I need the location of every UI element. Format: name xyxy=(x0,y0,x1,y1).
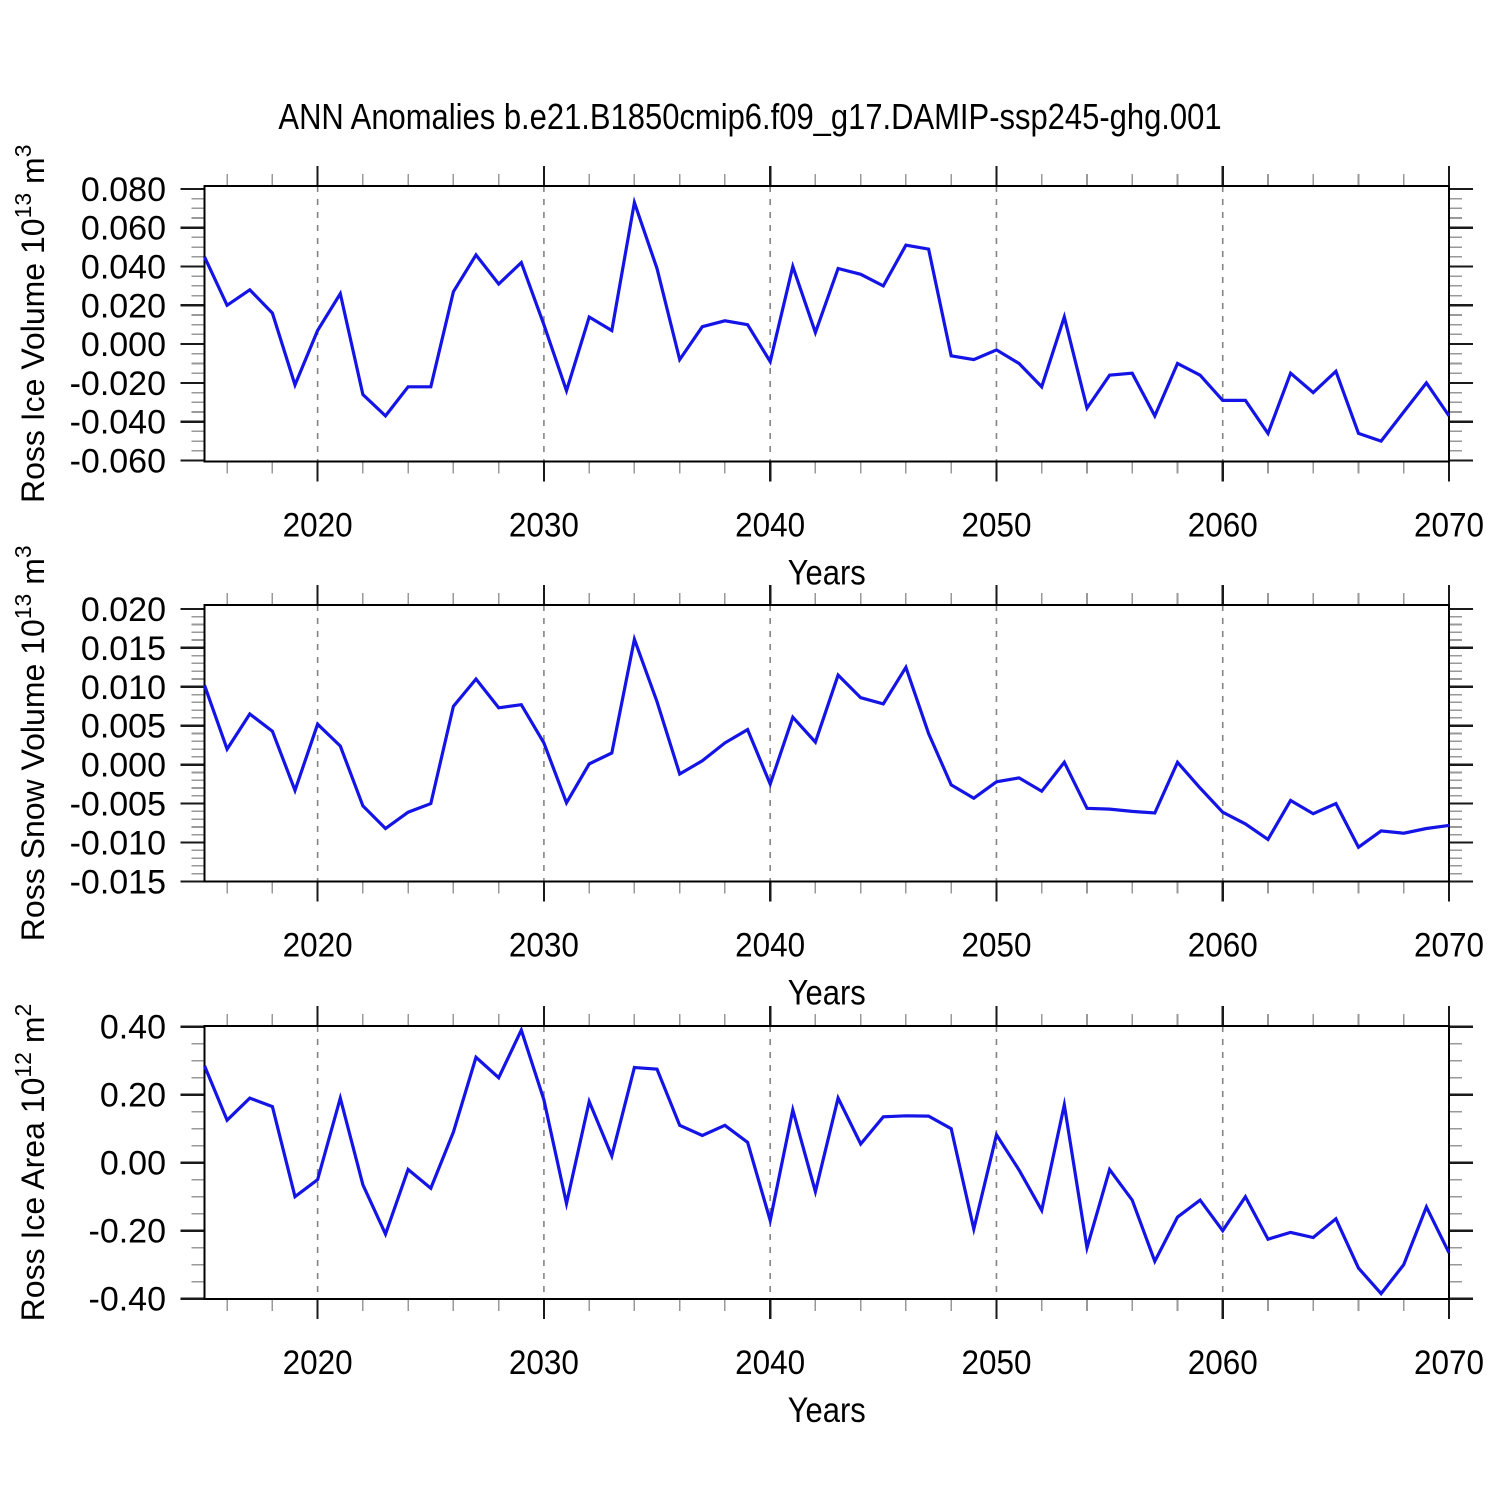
x-tick-label: 2050 xyxy=(961,507,1031,545)
x-tick-label: 2020 xyxy=(283,1344,353,1382)
x-tick-label: 2050 xyxy=(961,927,1031,965)
y-tick-label: 0.20 xyxy=(100,1077,166,1115)
y-tick-label: 0.080 xyxy=(81,171,166,209)
y-tick-label: 0.00 xyxy=(100,1145,166,1183)
y-tick-label: 0.040 xyxy=(81,249,166,287)
x-tick-label: 2060 xyxy=(1188,507,1258,545)
x-tick-label: 2030 xyxy=(509,507,579,545)
plot-frame xyxy=(203,184,1451,463)
x-tick-label: 2060 xyxy=(1188,1344,1258,1382)
chart-title: ANN Anomalies b.e21.B1850cmip6.f09_g17.D… xyxy=(278,96,1222,137)
x-tick-label: 2050 xyxy=(961,1344,1031,1382)
y-tick-label: 0.020 xyxy=(81,287,166,325)
panel-1: 0.0800.0600.0400.0200.000-0.020-0.040-0.… xyxy=(10,144,1484,592)
y-tick-label: -0.040 xyxy=(70,404,166,442)
y-tick-label: 0.010 xyxy=(81,669,166,707)
y-axis-title: Ross Ice Volume 1013 m3 xyxy=(10,144,51,503)
y-tick-label: -0.40 xyxy=(89,1281,167,1319)
panel-3: 0.40 0.20 0.00 -0.20 -0.40 2020 2030 2040 2050 20… xyxy=(10,1004,1484,1430)
y-axis-title: Ross Ice Area 1012 m2 xyxy=(10,1004,51,1322)
x-tick-label: 2020 xyxy=(283,927,353,965)
x-tick-label: 2070 xyxy=(1414,927,1484,965)
data-line-1 xyxy=(203,196,1451,443)
plot-frame xyxy=(203,603,1451,883)
x-axis-title: Years xyxy=(788,1391,866,1430)
y-tick-label: -0.20 xyxy=(89,1213,167,1251)
x-axis-title: Years xyxy=(788,974,866,1013)
y-axis-title: Ross Snow Volume 1013 m3 xyxy=(10,545,51,941)
x-tick-label: 2040 xyxy=(735,1344,805,1382)
y-tick-label: 0.060 xyxy=(81,210,166,248)
y-tick-label: 0.000 xyxy=(81,747,166,785)
panel-2: 0.0200.0150.0100.0050.000-0.005-0.010-0.… xyxy=(10,545,1484,1012)
x-tick-label: 2070 xyxy=(1414,507,1484,545)
y-tick-label: -0.005 xyxy=(70,786,166,824)
x-tick-label: 2070 xyxy=(1414,1344,1484,1382)
y-tick-label: -0.060 xyxy=(70,443,166,481)
y-tick-label: -0.020 xyxy=(70,365,166,403)
x-tick-label: 2020 xyxy=(283,507,353,545)
data-line-2 xyxy=(202,633,1450,850)
x-tick-label: 2030 xyxy=(509,1344,579,1382)
x-tick-label: 2040 xyxy=(735,927,805,965)
y-tick-label: -0.015 xyxy=(70,864,166,902)
y-tick-label: 0.000 xyxy=(81,326,166,364)
y-tick-label: -0.010 xyxy=(70,825,166,863)
plot-frame xyxy=(203,1024,1451,1301)
x-axis-title: Years xyxy=(788,554,866,593)
x-tick-label: 2060 xyxy=(1188,927,1258,965)
x-tick-label: 2030 xyxy=(509,927,579,965)
x-tick-label: 2040 xyxy=(735,507,805,545)
data-line-3 xyxy=(203,1025,1451,1297)
y-tick-label: 0.015 xyxy=(81,630,166,668)
y-tick-label: 0.020 xyxy=(81,591,166,629)
y-tick-label: 0.005 xyxy=(81,708,166,746)
y-tick-label: 0.40 xyxy=(100,1009,166,1047)
